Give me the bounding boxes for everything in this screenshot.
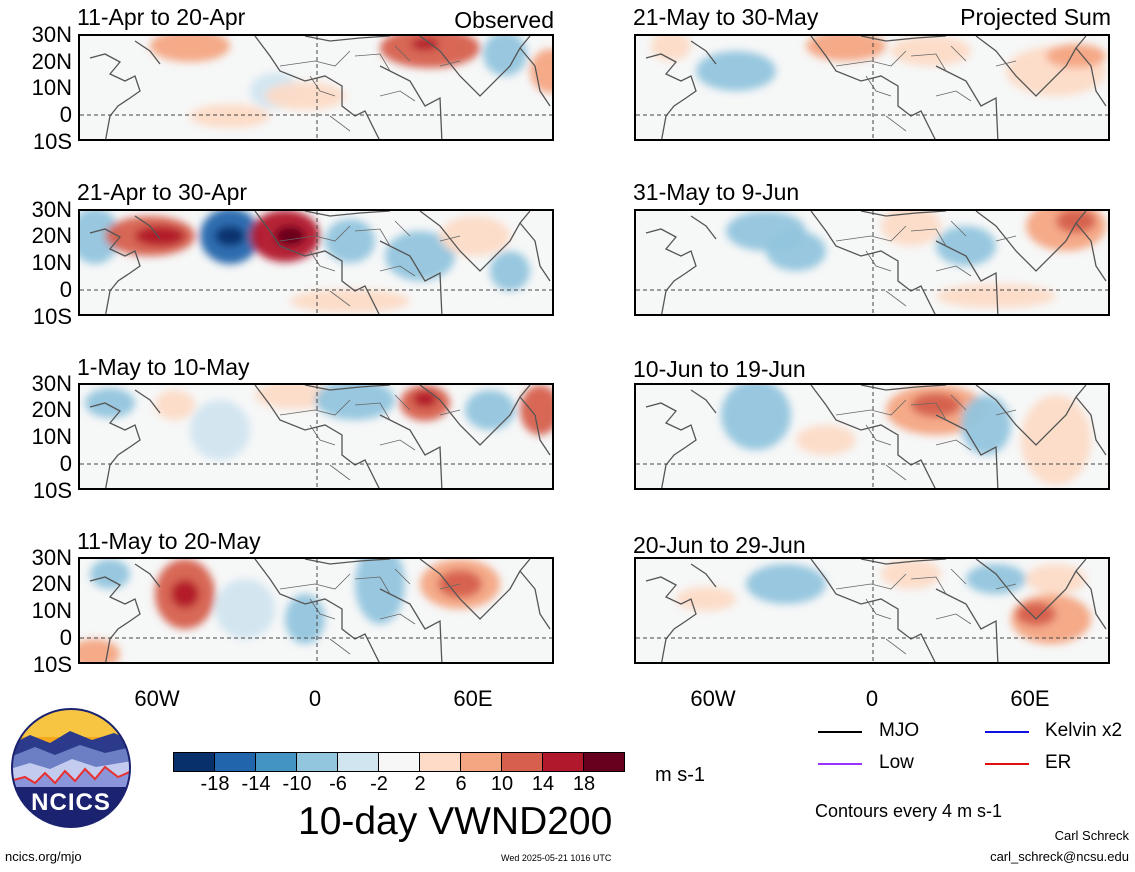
lat-label: 10N (31, 424, 72, 449)
lat-label: 30N (31, 197, 72, 222)
colorbar-tick: 18 (572, 773, 596, 795)
colorbar-swatch (297, 753, 338, 771)
footer-author: Carl Schreck (1054, 828, 1129, 843)
legend-line-er (985, 763, 1029, 765)
map-panel (634, 557, 1110, 664)
colorbar-tick: 2 (414, 773, 426, 795)
colorbar-swatch (461, 753, 502, 771)
colorbar-tick: -18 (200, 773, 230, 795)
lon-label: 0 (308, 686, 322, 711)
lat-label: 10S (32, 304, 72, 329)
lat-label: 10N (31, 250, 72, 275)
colorbar-swatch (256, 753, 297, 771)
lat-label: 10S (32, 652, 72, 677)
panel-title-right-1: 21-May to 30-May (633, 4, 819, 30)
panel-title-left-1: 11-Apr to 20-Apr (77, 4, 246, 30)
lon-label: 60E (1010, 686, 1050, 711)
map-panel (78, 557, 554, 664)
logo-text: NCICS (31, 789, 111, 816)
colorbar-tick: -2 (370, 773, 388, 795)
map-panel (634, 209, 1110, 316)
colorbar-tick: -6 (329, 773, 347, 795)
legend-line-kelvin (985, 731, 1029, 733)
lat-label: 0 (59, 102, 72, 127)
colorbar-tick: 10 (490, 773, 514, 795)
lat-label: 20N (31, 49, 72, 74)
legend-line-mjo (818, 731, 862, 733)
legend-label-low: Low (879, 752, 914, 773)
lat-label: 30N (31, 371, 72, 396)
lat-label: 10N (31, 75, 72, 100)
map-panel (634, 383, 1110, 490)
colorbar-tick: 14 (531, 773, 555, 795)
lat-label: 0 (59, 625, 72, 650)
lon-label: 0 (865, 686, 879, 711)
colorbar-swatch (584, 753, 624, 771)
footer-url[interactable]: ncics.org/mjo (5, 849, 82, 864)
lon-label: 60W (690, 686, 736, 711)
lat-label: 0 (59, 277, 72, 302)
panel-title-left-3: 1-May to 10-May (77, 354, 250, 380)
map-panel (634, 34, 1110, 141)
map-panel (78, 34, 554, 141)
colorbar-swatch (420, 753, 461, 771)
colorbar-tick: -10 (282, 773, 312, 795)
colorbar-swatch (543, 753, 584, 771)
panel-title-right-2: 31-May to 9-Jun (633, 179, 800, 205)
ncics-logo: NCICS (10, 707, 132, 829)
lat-label: 10S (32, 478, 72, 503)
observed-label: Observed (454, 7, 554, 33)
panel-title-left-4: 11-May to 20-May (77, 528, 261, 554)
lat-label: 10S (32, 129, 72, 154)
panel-title-right-3: 10-Jun to 19-Jun (633, 356, 806, 382)
map-panel (78, 209, 554, 316)
lat-label: 30N (31, 545, 72, 570)
lat-label: 20N (31, 223, 72, 248)
legend-label-kelvin: Kelvin x2 (1045, 720, 1123, 741)
colorbar-tick: 6 (455, 773, 467, 795)
lat-label: 20N (31, 571, 72, 596)
panel-title-right-4: 20-Jun to 29-Jun (633, 532, 806, 558)
lon-label: 60W (134, 686, 180, 711)
main-title: 10-day VWND200 (298, 800, 613, 843)
lat-label: 30N (31, 22, 72, 47)
colorbar-tick: -14 (241, 773, 271, 795)
legend-label-er: ER (1045, 752, 1072, 773)
colorbar-swatch (502, 753, 543, 771)
colorbar-swatch (174, 753, 215, 771)
footer-timestamp: Wed 2025-05-21 1016 UTC (501, 853, 612, 863)
lat-label: 10N (31, 598, 72, 623)
lon-label: 60E (453, 686, 493, 711)
contours-note: Contours every 4 m s-1 (815, 801, 1003, 821)
colorbar (173, 752, 625, 772)
colorbar-swatch (215, 753, 256, 771)
colorbar-swatch (338, 753, 379, 771)
projected-label: Projected Sum (960, 4, 1111, 30)
map-panel (78, 383, 554, 490)
legend-label-mjo: MJO (879, 720, 920, 741)
lat-label: 20N (31, 397, 72, 422)
footer-email[interactable]: carl_schreck@ncsu.edu (990, 849, 1129, 864)
panel-title-left-2: 21-Apr to 30-Apr (77, 179, 248, 205)
legend-line-low (818, 763, 862, 765)
colorbar-unit: m s-1 (655, 764, 705, 786)
colorbar-swatch (379, 753, 420, 771)
lat-label: 0 (59, 451, 72, 476)
